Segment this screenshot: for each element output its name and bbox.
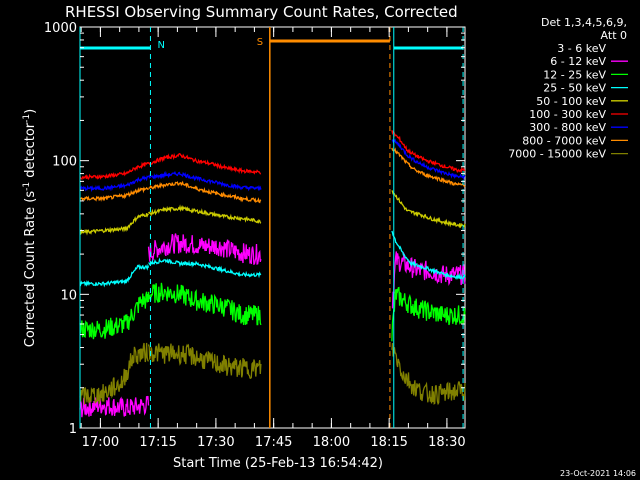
legend-label: 25 - 50 keV <box>543 82 606 95</box>
x-tick-label: 17:45 <box>255 435 292 450</box>
series-line <box>79 395 150 418</box>
series-800-7000-kev <box>79 147 466 204</box>
timestamp: 23-Oct-2021 14:06 <box>560 469 636 478</box>
series-line <box>391 286 466 342</box>
y-axis-label: Corrected Count Rate (s-1 detector-1) <box>22 109 38 347</box>
legend-label: 12 - 25 keV <box>543 68 606 81</box>
series-line <box>148 180 262 204</box>
x-tick-label: 18:30 <box>428 435 465 450</box>
legend-label: 50 - 100 keV <box>536 95 606 108</box>
y-axis-ticks: 1 10 100 1000 <box>44 21 465 437</box>
series-7000-15000-kev <box>79 342 466 406</box>
plot-border <box>79 26 466 429</box>
y-axis-label-part3: ) <box>23 109 38 114</box>
y-tick-label: 10 <box>60 288 77 303</box>
series-line <box>147 152 262 175</box>
legend-header-line1: Det 1,3,4,5,6,9, <box>541 16 627 29</box>
night-label: N <box>157 40 164 51</box>
series-line <box>79 175 149 193</box>
x-tick-label: 17:15 <box>139 435 176 450</box>
series-line <box>391 130 466 174</box>
series-line <box>79 291 150 340</box>
legend-header-line2: Att 0 <box>601 29 627 42</box>
series-6-12-kev <box>79 233 466 418</box>
y-axis-label-part2: detector <box>23 122 38 182</box>
series-line <box>391 190 466 229</box>
series-line <box>79 161 150 181</box>
y-tick-label: 100 <box>52 155 77 170</box>
series-line <box>147 282 262 326</box>
chart-title: RHESSI Observing Summary Count Rates, Co… <box>65 3 458 21</box>
series-line <box>79 263 150 288</box>
series-12-25-kev <box>79 282 466 342</box>
y-axis-label-part1: Corrected Count Rate (s <box>23 191 38 348</box>
series-layer <box>79 130 466 418</box>
legend-label: 3 - 6 keV <box>557 42 606 55</box>
saa-label: S <box>257 37 263 48</box>
series-line <box>147 170 262 192</box>
series-line <box>147 343 262 379</box>
series-300-800-kev <box>79 138 466 193</box>
plot-frame <box>79 26 466 429</box>
series-line <box>79 186 149 202</box>
series-line <box>391 342 466 406</box>
x-tick-label: 17:00 <box>82 435 119 450</box>
x-tick-label: 18:00 <box>313 435 350 450</box>
series-50-100-kev <box>79 190 466 236</box>
y-tick-label: 1000 <box>44 21 77 36</box>
legend-label: 100 - 300 keV <box>529 108 606 121</box>
series-25-50-kev <box>79 230 466 288</box>
y-tick-label: 1 <box>69 422 77 437</box>
series-line <box>391 230 466 280</box>
legend-label: 300 - 800 keV <box>529 121 606 134</box>
x-axis-ticks: 17:00 17:15 17:30 17:45 18:00 18:15 18:30 <box>80 27 466 450</box>
legend-label: 800 - 7000 keV <box>522 134 606 147</box>
y-axis-label-sup2: -1 <box>22 114 32 123</box>
x-tick-label: 17:30 <box>197 435 234 450</box>
series-line <box>147 233 262 265</box>
y-axis-label-sup1: -1 <box>22 182 32 191</box>
series-100-300-kev <box>79 130 466 181</box>
series-line <box>148 204 262 224</box>
legend-label: 6 - 12 keV <box>550 55 606 68</box>
series-line <box>147 220 262 250</box>
series-line <box>391 147 466 188</box>
x-tick-label: 18:15 <box>370 435 407 450</box>
series-line <box>79 342 150 405</box>
series-line <box>391 138 466 181</box>
legend-label: 7000 - 15000 keV <box>508 148 606 161</box>
series-line <box>148 257 262 279</box>
series-line <box>79 212 149 236</box>
x-axis-label: Start Time (25-Feb-13 16:54:42) <box>173 456 383 471</box>
